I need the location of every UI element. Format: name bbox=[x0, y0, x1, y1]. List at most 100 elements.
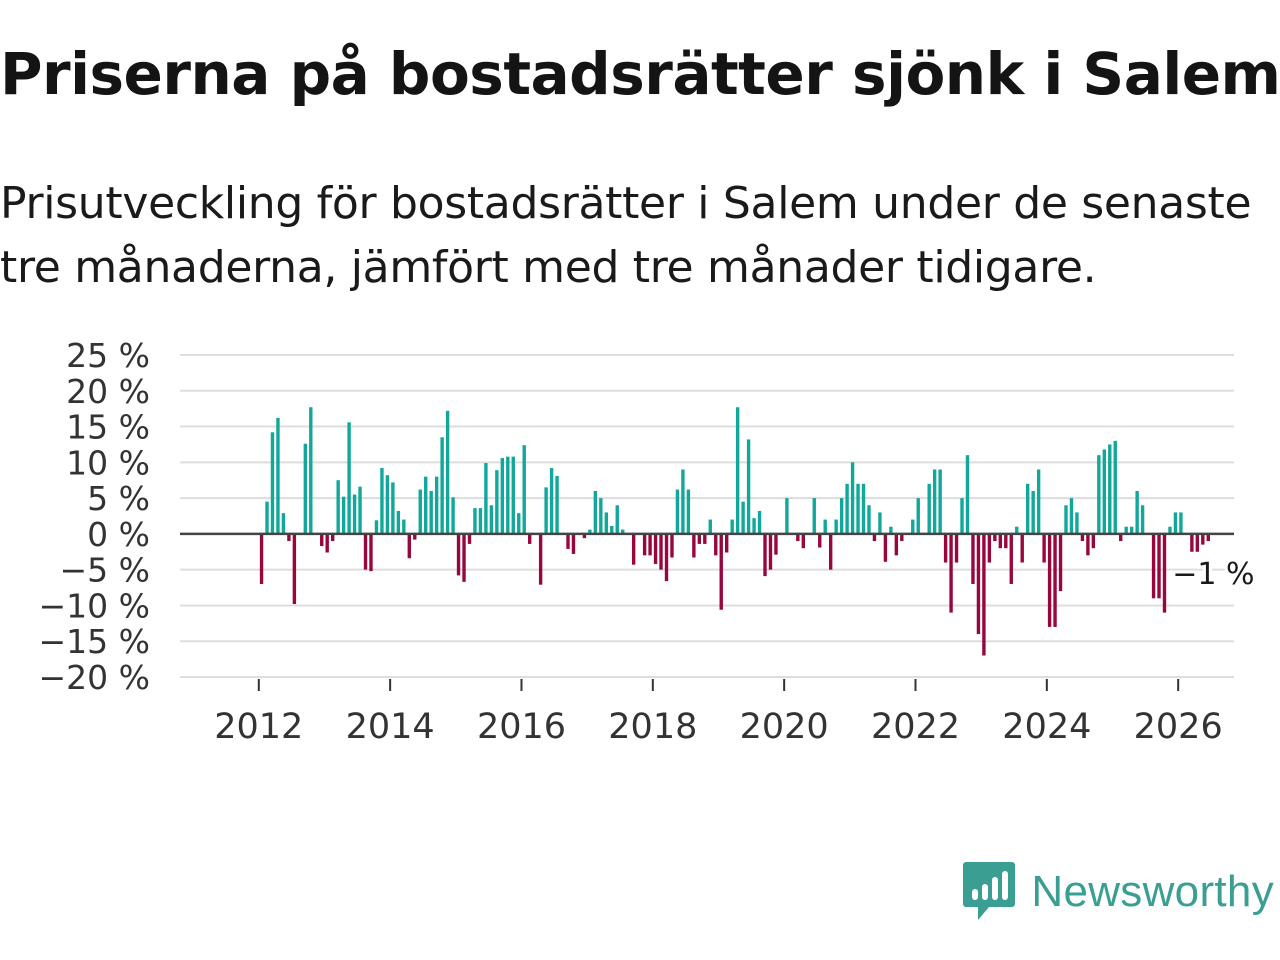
bar bbox=[703, 533, 707, 544]
bar bbox=[1190, 533, 1194, 552]
bar bbox=[1179, 512, 1183, 534]
y-tick-label: −5 % bbox=[60, 551, 151, 590]
bar bbox=[281, 513, 286, 534]
bar bbox=[1135, 490, 1139, 534]
bar bbox=[801, 533, 806, 549]
bar bbox=[911, 519, 915, 534]
newsworthy-logo-icon bbox=[963, 862, 1016, 920]
bar bbox=[839, 498, 844, 534]
bar bbox=[850, 462, 855, 534]
bar bbox=[692, 533, 696, 558]
bar bbox=[1058, 533, 1063, 592]
bar bbox=[719, 533, 723, 610]
bar bbox=[369, 533, 373, 572]
bar bbox=[418, 489, 422, 534]
bar bbox=[309, 407, 313, 534]
bar bbox=[867, 505, 871, 534]
y-tick-label: 10 % bbox=[66, 443, 150, 482]
bar bbox=[708, 519, 712, 534]
bar bbox=[1102, 449, 1106, 534]
bar bbox=[730, 519, 734, 534]
y-tick-label: −20 % bbox=[39, 658, 151, 697]
bar bbox=[1195, 533, 1200, 552]
bar bbox=[265, 501, 269, 534]
bar bbox=[845, 483, 849, 534]
bar bbox=[593, 490, 598, 534]
bar bbox=[330, 533, 335, 542]
bar bbox=[1124, 526, 1128, 534]
bar bbox=[391, 482, 395, 534]
bar bbox=[993, 533, 997, 542]
bar bbox=[1108, 444, 1112, 534]
bar bbox=[1009, 533, 1013, 584]
bar bbox=[1064, 505, 1068, 534]
bar bbox=[380, 468, 384, 534]
bar bbox=[763, 533, 767, 577]
bar bbox=[320, 533, 324, 547]
bar bbox=[456, 533, 461, 576]
bar bbox=[768, 533, 773, 570]
bar bbox=[462, 533, 466, 582]
bar bbox=[998, 533, 1003, 549]
bar bbox=[872, 533, 877, 542]
bar bbox=[943, 533, 948, 563]
bar bbox=[270, 432, 275, 534]
bar bbox=[823, 519, 827, 534]
bar bbox=[818, 533, 822, 548]
bar-chart: 25 %20 %15 %10 %5 %0 %−5 %−10 %−15 %−20 … bbox=[39, 336, 1258, 747]
bar bbox=[949, 533, 953, 613]
bar bbox=[1069, 498, 1074, 534]
bar bbox=[774, 533, 778, 555]
x-tick-label: 2016 bbox=[477, 707, 566, 747]
bar bbox=[1025, 483, 1030, 534]
bar bbox=[735, 407, 740, 534]
bar bbox=[746, 439, 751, 534]
x-tick-label: 2024 bbox=[1002, 707, 1091, 747]
bar bbox=[916, 498, 920, 534]
bar bbox=[675, 489, 680, 534]
bar bbox=[517, 513, 521, 534]
bar bbox=[1129, 526, 1134, 534]
bar bbox=[424, 476, 428, 534]
bar bbox=[1080, 533, 1085, 542]
bar bbox=[894, 533, 899, 556]
bar bbox=[1113, 440, 1117, 534]
bar bbox=[965, 455, 970, 534]
bar bbox=[1004, 533, 1008, 549]
bar bbox=[681, 469, 685, 534]
bar bbox=[1091, 533, 1096, 549]
bar bbox=[489, 505, 494, 534]
bar bbox=[1097, 455, 1101, 534]
bar bbox=[982, 533, 986, 656]
bar bbox=[478, 508, 483, 534]
x-tick-label: 2014 bbox=[346, 707, 435, 747]
bar bbox=[938, 469, 942, 534]
bar bbox=[352, 494, 357, 534]
bar bbox=[292, 533, 297, 605]
bar bbox=[741, 501, 745, 534]
bar bbox=[259, 533, 264, 584]
bar bbox=[927, 483, 931, 534]
bar bbox=[538, 533, 543, 585]
bar bbox=[987, 533, 992, 563]
bar bbox=[752, 518, 756, 534]
bar bbox=[828, 533, 833, 570]
bar bbox=[413, 533, 417, 540]
bar bbox=[1075, 512, 1079, 534]
bar bbox=[1173, 512, 1178, 534]
bar bbox=[631, 533, 636, 565]
bar bbox=[484, 463, 488, 534]
bar bbox=[670, 533, 674, 558]
bar bbox=[385, 475, 390, 534]
bar bbox=[571, 533, 576, 554]
bar bbox=[856, 483, 860, 534]
bar bbox=[429, 490, 433, 534]
bar bbox=[599, 498, 603, 534]
bar bbox=[566, 533, 570, 549]
bar bbox=[861, 483, 866, 534]
bar bbox=[473, 508, 477, 534]
bar bbox=[445, 410, 450, 534]
bar bbox=[347, 422, 351, 534]
bar bbox=[621, 529, 625, 534]
bar bbox=[1206, 533, 1210, 542]
